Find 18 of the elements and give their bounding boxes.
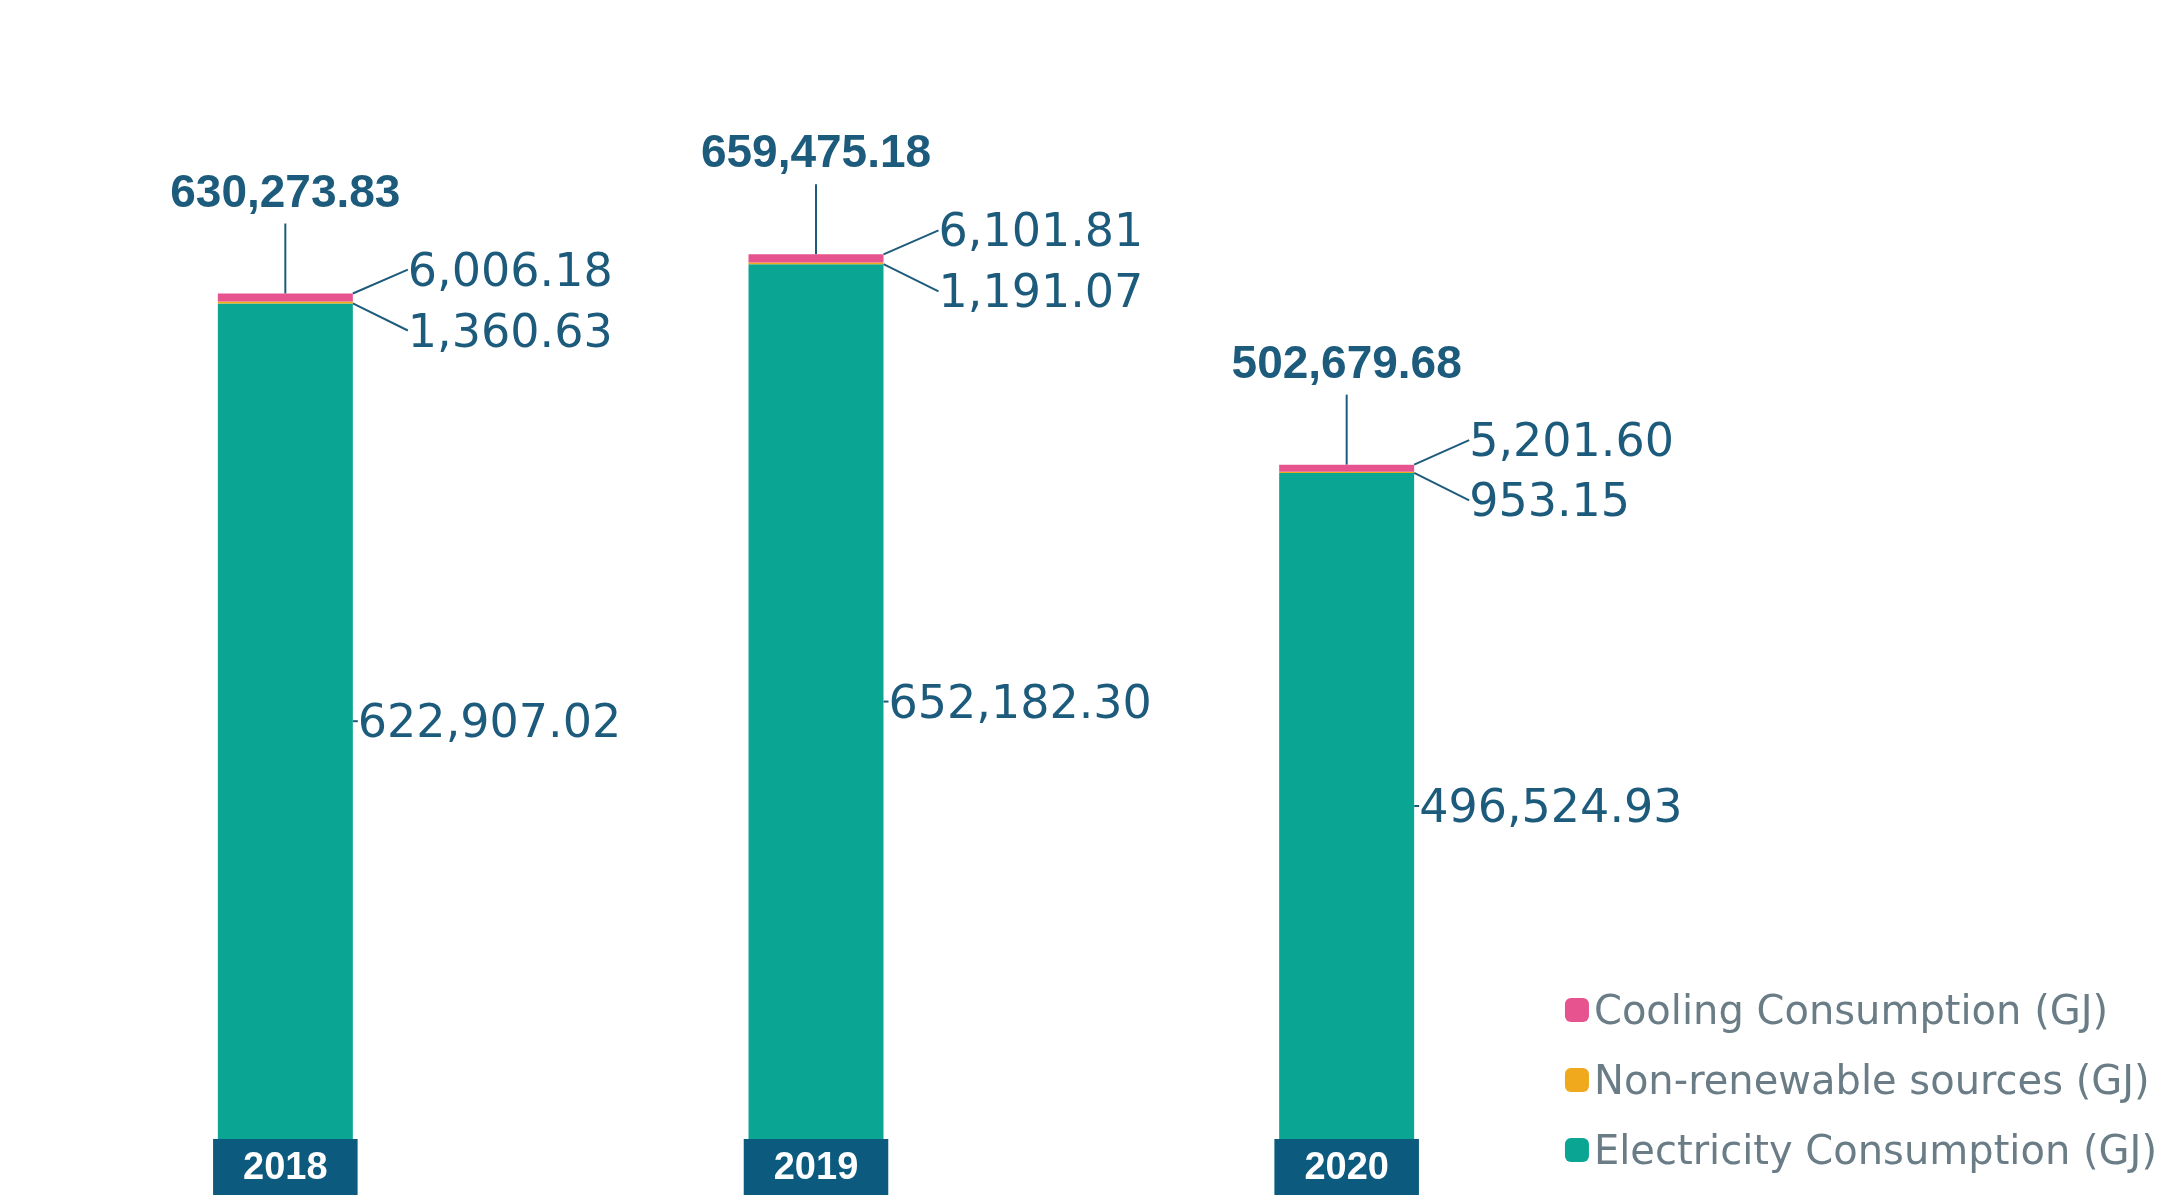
data-label: 953.15 [1469,473,1631,528]
x-tick-label: 2018 [243,1145,328,1187]
data-label: 496,524.93 [1419,778,1683,833]
x-tick-label: 2020 [1304,1145,1389,1187]
data-label: 1,360.63 [407,303,613,358]
data-label: 5,201.60 [1469,413,1675,468]
total-label: 630,273.83 [170,164,401,217]
legend-label: Cooling Consumption (GJ) [1593,987,2109,1033]
legend-label: Non-renewable sources (GJ) [1593,1057,2150,1103]
data-label: 622,907.02 [357,694,622,749]
data-label: 6,101.81 [938,203,1144,258]
data-label: 1,191.07 [938,264,1144,319]
legend-label: Electricity Consumption (GJ) [1593,1127,2157,1173]
total-label: 659,475.18 [700,125,932,178]
total-label: 502,679.68 [1231,335,1462,388]
data-label: 652,182.30 [888,674,1152,729]
data-label: 6,006.18 [407,242,613,297]
x-tick-label: 2019 [773,1145,859,1187]
